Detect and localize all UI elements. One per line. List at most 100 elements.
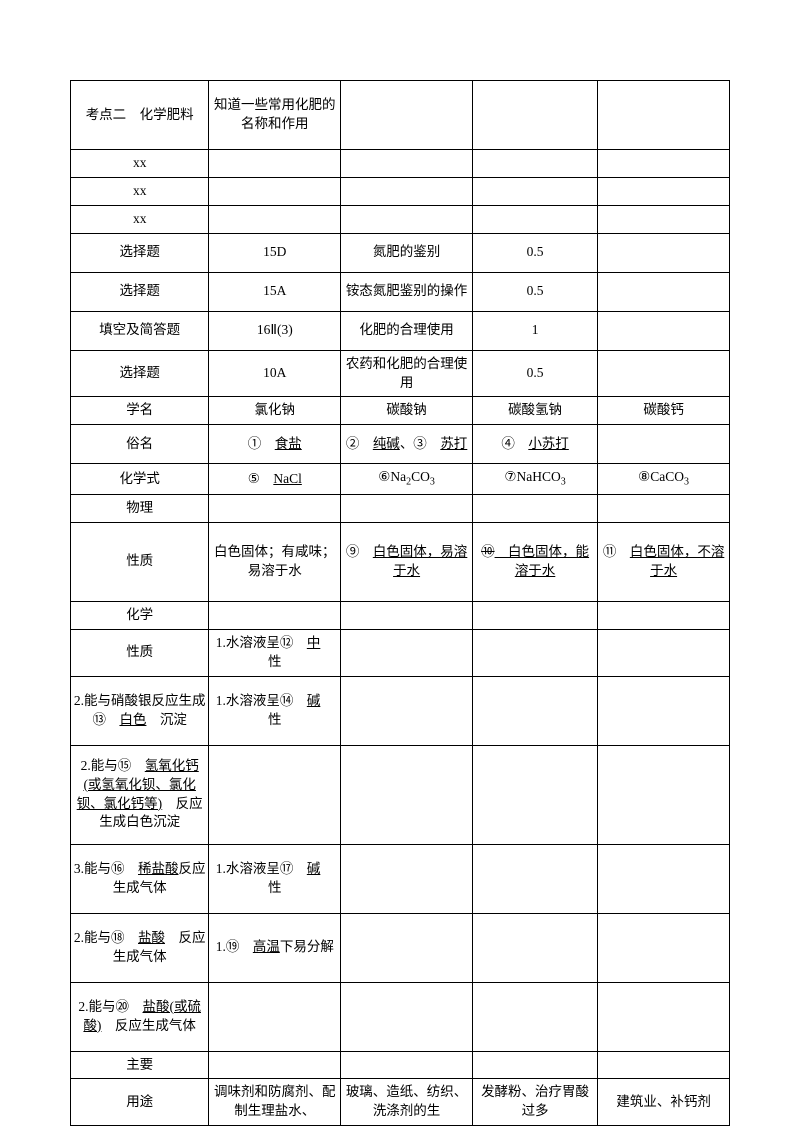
cell (341, 982, 473, 1051)
cell (209, 982, 341, 1051)
cell: 3.能与⑯ 稀盐酸反应生成气体 (71, 844, 209, 913)
cell (472, 629, 597, 676)
txt: 2.能与⑱ (74, 930, 138, 945)
cell (472, 205, 597, 233)
cell (472, 601, 597, 629)
cell: 氮肥的鉴别 (341, 233, 473, 272)
h3: 化学式 ⑤ NaCl ⑥Na2CO3 ⑦NaHCO3 ⑧CaCO3 (71, 464, 730, 495)
txt: NaHCO (517, 469, 561, 484)
page-container: 考点二 化学肥料 知道一些常用化肥的名称和作用 xx xx xx 选择题 15D… (0, 0, 800, 1132)
txt: 碱 (307, 861, 321, 876)
txt: 1.⑲ (216, 939, 253, 954)
cell: 调味剂和防腐剂、配制生理盐水、 (209, 1079, 341, 1126)
txt: 白色 (119, 712, 146, 727)
cell (209, 495, 341, 523)
txt: 碱 (307, 693, 321, 708)
txt: 3 (430, 477, 435, 488)
cell: 10A (209, 350, 341, 397)
cell: 1.水溶液呈⑫ 中 性 (209, 629, 341, 676)
cell (209, 177, 341, 205)
cell: 玻璃、造纸、纺织、洗涤剂的生 (341, 1079, 473, 1126)
cell (209, 150, 341, 178)
h13: 主要 (71, 1051, 730, 1079)
txt: ① (248, 436, 275, 451)
cell: 0.5 (472, 233, 597, 272)
txt: ④ (501, 436, 528, 451)
txt: 纯碱 (373, 436, 400, 451)
cell: ⑥Na2CO3 (341, 464, 473, 495)
main-table: 考点二 化学肥料 知道一些常用化肥的名称和作用 xx xx xx 选择题 15D… (70, 80, 730, 1126)
cell (472, 495, 597, 523)
cell (598, 745, 730, 844)
txt: CaCO (650, 469, 684, 484)
cell (209, 205, 341, 233)
cell: 建筑业、补钙剂 (598, 1079, 730, 1126)
cell: 性质 (71, 522, 209, 601)
txt: 盐酸 (138, 930, 165, 945)
txt: 高温 (253, 939, 280, 954)
h4: 物理 (71, 495, 730, 523)
cell: 选择题 (71, 350, 209, 397)
h11: 2.能与⑱ 盐酸 反应生成气体 1.⑲ 高温下易分解 (71, 913, 730, 982)
cell: 1.水溶液呈⑰ 碱 性 (209, 844, 341, 913)
cell: ⑧CaCO3 (598, 464, 730, 495)
cell: 铵态氮肥鉴别的操作 (341, 272, 473, 311)
cell: 碳酸钠 (341, 397, 473, 425)
cell (341, 844, 473, 913)
txt: 下易分解 (280, 939, 334, 954)
cell (341, 676, 473, 745)
cell: 白色固体；有咸味；易溶于水 (209, 522, 341, 601)
txt: ⑨ (346, 544, 373, 559)
h7: 性质 1.水溶液呈⑫ 中 性 (71, 629, 730, 676)
cell: ④ 小苏打 (472, 425, 597, 464)
cell (341, 205, 473, 233)
txt: ② (346, 436, 373, 451)
r6: 选择题 15A 铵态氮肥鉴别的操作 0.5 (71, 272, 730, 311)
cell: 俗名 (71, 425, 209, 464)
txt: 、③ (400, 436, 441, 451)
r2: xx (71, 150, 730, 178)
cell (472, 844, 597, 913)
cell (472, 1051, 597, 1079)
cell: ② 纯碱、③ 苏打 (341, 425, 473, 464)
cell: 性质 (71, 629, 209, 676)
cell (598, 629, 730, 676)
cell (598, 913, 730, 982)
h8: 2.能与硝酸银反应生成⑬ 白色 沉淀 1.水溶液呈⑭ 碱 性 (71, 676, 730, 745)
txt: ⑦ (504, 469, 516, 484)
cell: xx (71, 177, 209, 205)
cell (341, 601, 473, 629)
cell: 填空及简答题 (71, 311, 209, 350)
cell (341, 177, 473, 205)
cell (598, 150, 730, 178)
h9: 2.能与⑮ 氢氧化钙(或氢氧化钡、氯化钡、氯化钙等) 反应生成白色沉淀 (71, 745, 730, 844)
h12: 2.能与⑳ 盐酸(或硫酸) 反应生成气体 (71, 982, 730, 1051)
cell: 主要 (71, 1051, 209, 1079)
cell: 2.能与⑮ 氢氧化钙(或氢氧化钡、氯化钡、氯化钙等) 反应生成白色沉淀 (71, 745, 209, 844)
cell: ⑪ 白色固体，不溶于水 (598, 522, 730, 601)
txt: 2.能与⑮ (81, 758, 145, 773)
h5: 性质 白色固体；有咸味；易溶于水 ⑨ 白色固体，易溶于水 ⑩ 白色固体，能溶于水… (71, 522, 730, 601)
cell: 1.⑲ 高温下易分解 (209, 913, 341, 982)
cell: 化学 (71, 601, 209, 629)
cell (341, 150, 473, 178)
cell: 15A (209, 272, 341, 311)
cell (598, 495, 730, 523)
cell (598, 350, 730, 397)
cell (341, 495, 473, 523)
h6: 化学 (71, 601, 730, 629)
cell: ⑨ 白色固体，易溶于水 (341, 522, 473, 601)
txt: 3 (561, 477, 566, 488)
cell (341, 913, 473, 982)
cell (598, 982, 730, 1051)
cell (472, 676, 597, 745)
cell: 1 (472, 311, 597, 350)
r5: 选择题 15D 氮肥的鉴别 0.5 (71, 233, 730, 272)
cell (598, 1051, 730, 1079)
cell (598, 205, 730, 233)
txt: ⑪ (603, 544, 630, 559)
r1: 考点二 化学肥料 知道一些常用化肥的名称和作用 (71, 81, 730, 150)
cell (341, 629, 473, 676)
txt: 1.水溶液呈⑫ (216, 635, 307, 650)
cell: 用途 (71, 1079, 209, 1126)
